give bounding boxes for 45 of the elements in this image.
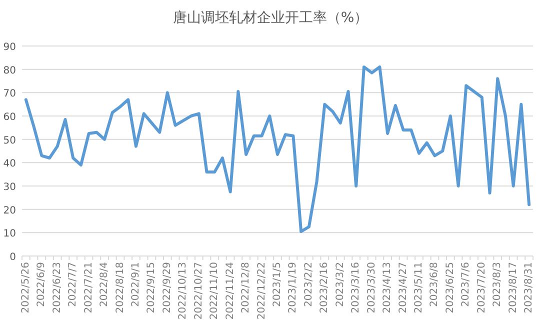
x-tick-label: 2022/8/18 bbox=[114, 262, 126, 314]
x-tick-label: 2023/1/19 bbox=[288, 262, 299, 314]
y-tick-label: 40 bbox=[3, 158, 16, 170]
x-tick-label: 2023/7/6 bbox=[460, 262, 472, 307]
y-tick-label: 0 bbox=[10, 252, 16, 263]
x-tick-label: 2023/2/16 bbox=[319, 262, 330, 314]
x-tick-label: 2022/9/15 bbox=[146, 262, 158, 314]
x-tick-label: 2022/11/10 bbox=[209, 262, 220, 320]
chart-title: 唐山调坯轧材企业开工率（%） bbox=[172, 10, 368, 26]
x-tick-label: 2022/7/21 bbox=[83, 262, 94, 314]
x-tick-label: 2023/3/2 bbox=[334, 262, 346, 307]
x-tick-label: 2022/12/8 bbox=[240, 262, 252, 314]
x-tick-label: 2023/1/5 bbox=[272, 262, 283, 307]
y-tick-label: 70 bbox=[3, 88, 16, 100]
x-tick-label: 2023/7/20 bbox=[476, 262, 488, 314]
x-tick-label: 2023/8/17 bbox=[508, 262, 519, 314]
y-tick-label: 20 bbox=[3, 205, 16, 216]
y-tick-label: 60 bbox=[3, 112, 16, 123]
x-tick-label: 2023/2/2 bbox=[303, 262, 314, 307]
x-tick-label: 2023/4/27 bbox=[398, 262, 409, 314]
x-tick-label: 2022/9/29 bbox=[162, 262, 173, 314]
y-tick-label: 80 bbox=[3, 65, 16, 76]
x-tick-label: 2023/6/8 bbox=[429, 262, 440, 307]
x-tick-label: 2023/8/3 bbox=[492, 262, 504, 307]
x-tick-label: 2022/6/23 bbox=[52, 262, 63, 314]
y-tick-label: 50 bbox=[3, 135, 16, 146]
x-tick-label: 2022/10/13 bbox=[178, 262, 189, 320]
x-tick-label: 2022/9/1 bbox=[130, 262, 142, 307]
y-tick-label: 10 bbox=[3, 228, 16, 240]
x-tick-label: 2022/12/22 bbox=[256, 262, 268, 320]
x-tick-label: 2023/8/31 bbox=[524, 262, 535, 314]
x-tick-label: 2023/4/13 bbox=[382, 262, 394, 314]
x-tick-label: 2022/7/7 bbox=[68, 262, 79, 307]
x-tick-label: 2023/3/30 bbox=[366, 262, 378, 314]
x-tick-label: 2022/5/26 bbox=[20, 262, 32, 314]
x-tick-label: 2022/10/27 bbox=[193, 262, 204, 320]
x-tick-label: 2022/8/4 bbox=[99, 262, 110, 307]
y-tick-label: 90 bbox=[3, 42, 16, 53]
x-tick-label: 2023/6/25 bbox=[444, 262, 456, 314]
x-tick-label: 2022/11/24 bbox=[224, 262, 236, 320]
y-tick-label: 30 bbox=[3, 182, 16, 193]
x-tick-label: 2022/6/9 bbox=[36, 262, 48, 307]
line-series bbox=[24, 66, 531, 233]
x-tick-label: 2023/5/11 bbox=[414, 262, 425, 314]
x-tick-label: 2023/3/16 bbox=[350, 262, 362, 314]
